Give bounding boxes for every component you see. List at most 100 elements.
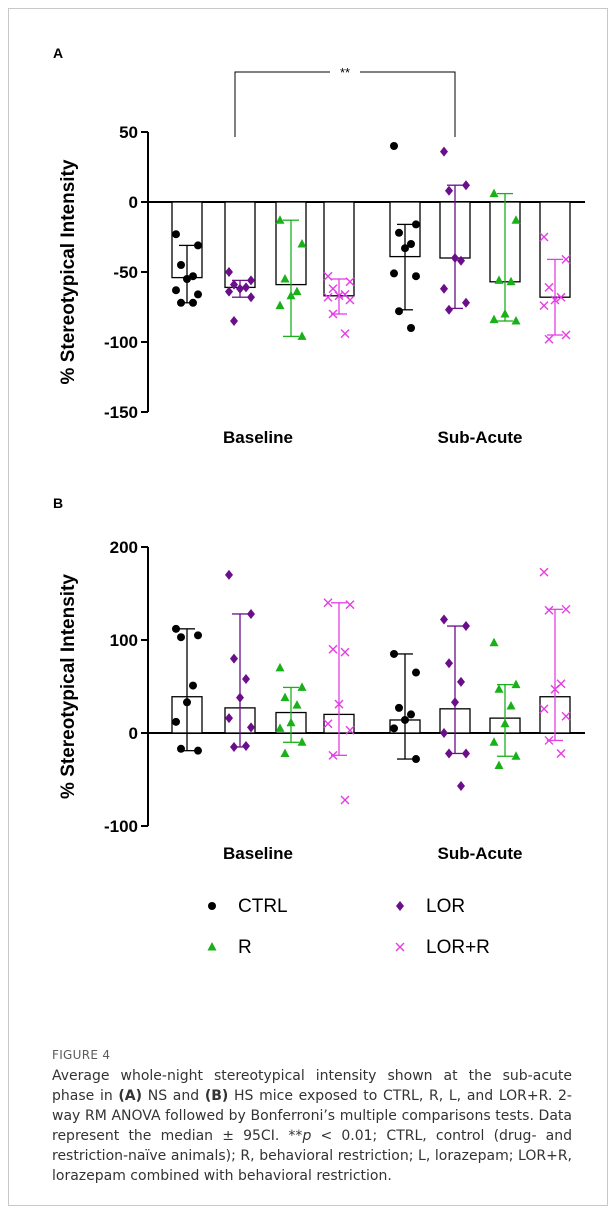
data-point-diamond [247,275,255,286]
data-point-circle [189,272,197,281]
data-point-circle [407,324,415,332]
figure-caption: FIGURE 4 Average whole-night stereotypic… [52,1048,572,1186]
data-point-circle [390,142,398,150]
data-point-x [340,795,350,805]
data-point-triangle [511,751,521,760]
data-point-diamond [451,697,459,708]
data-point-triangle [489,314,499,324]
data-point-diamond [242,741,250,752]
data-point-x [544,605,554,615]
y-tick-label-B: 200 [110,538,138,557]
data-point-diamond [457,781,465,792]
y-tick-label-A: 50 [119,123,138,142]
data-point-diamond [230,653,238,664]
y-axis-label-B: % Stereotypical Intensity [58,574,79,799]
x-tick-label-B: Sub-Acute [438,844,523,863]
data-point-circle [183,698,191,707]
y-tick-label-B: 0 [129,724,138,743]
data-point-triangle [280,692,290,702]
y-tick-label-B: -100 [104,817,138,836]
data-point-circle [407,710,415,719]
data-point-x [561,604,571,614]
legend-marker-circle [208,902,216,910]
data-point-triangle [297,682,307,691]
data-point-circle [194,746,202,755]
data-point-triangle [506,276,516,286]
data-point-circle [194,290,202,299]
data-point-triangle [489,637,499,647]
figure-label: FIGURE 4 [52,1048,111,1062]
data-point-circle [395,703,403,712]
data-point-circle [412,668,420,677]
data-point-triangle [292,286,302,296]
data-point-circle [194,241,202,250]
y-tick-label-B: 100 [110,631,138,650]
data-point-diamond [242,674,250,685]
data-point-diamond [242,282,250,293]
data-point-x [561,254,571,264]
x-tick-label-A: Baseline [223,428,293,447]
data-point-x [345,277,355,287]
data-point-x [550,684,560,694]
panel-label-A: A [53,45,63,61]
data-point-triangle [494,275,504,284]
data-point-triangle [506,701,516,710]
x-tick-label-B: Baseline [223,844,293,863]
data-point-x [345,295,355,305]
caption-text: Average whole-night stereotypical intens… [52,1068,572,1184]
data-point-circle [189,298,197,307]
data-point-diamond [230,741,238,752]
data-point-x [328,644,338,654]
data-point-diamond [247,292,255,303]
data-point-diamond [462,297,470,308]
data-point-diamond [247,608,255,619]
data-point-diamond [457,255,465,266]
significance-label: ** [340,65,350,80]
data-point-triangle [511,316,521,325]
data-point-circle [401,715,409,724]
data-point-triangle [280,274,290,283]
legend-label: LOR [426,896,465,917]
data-point-x [323,292,333,302]
legend-label: LOR+R [426,937,490,958]
data-point-x [556,748,566,758]
data-point-triangle [292,700,302,709]
data-point-diamond [445,658,453,669]
data-point-triangle [275,662,285,672]
legend-marker-x [395,942,405,952]
data-point-x [539,232,549,242]
data-point-x [323,719,333,729]
data-point-circle [407,240,415,248]
data-point-circle [177,298,185,307]
data-point-circle [194,631,202,640]
data-point-diamond [451,253,459,263]
data-point-x [550,295,560,305]
data-point-diamond [445,304,453,315]
data-point-triangle [297,737,307,746]
data-point-diamond [225,569,233,580]
y-axis-label-A: % Stereotypical Intensity [58,159,79,384]
data-point-triangle [280,748,290,757]
data-point-triangle [500,309,510,318]
data-point-triangle [297,239,307,248]
data-point-triangle [494,684,504,693]
data-point-x [345,600,355,610]
data-point-diamond [462,180,470,191]
y-tick-label-A: -50 [113,263,138,282]
data-point-triangle [511,679,521,689]
data-point-x [544,282,554,292]
data-point-circle [395,307,403,316]
legend-marker-diamond [396,901,404,911]
data-point-circle [390,269,398,278]
data-point-triangle [489,737,499,746]
data-point-x [561,330,571,340]
data-point-x [340,329,350,339]
data-point-diamond [440,614,448,625]
data-point-circle [412,272,420,281]
data-point-diamond [440,728,448,738]
data-point-x [544,334,554,344]
legend-marker-triangle [207,942,217,951]
data-point-circle [177,261,185,269]
data-point-x [345,725,355,735]
